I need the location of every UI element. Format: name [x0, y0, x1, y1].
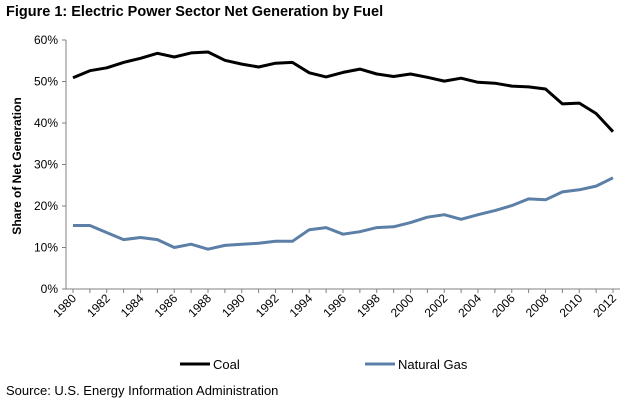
y-tick-label: 40% — [34, 116, 58, 130]
x-tick-label: 1982 — [84, 291, 113, 320]
legend-label-coal: Coal — [213, 357, 240, 372]
x-tick-label: 1994 — [287, 291, 316, 320]
source-note: Source: U.S. Energy Information Administ… — [6, 383, 279, 398]
y-tick-label: 60% — [34, 33, 58, 47]
x-tick-label: 2008 — [523, 291, 552, 320]
x-tick-label: 2002 — [422, 291, 451, 320]
x-tick-label: 2006 — [489, 291, 518, 320]
y-tick-label: 0% — [41, 282, 59, 296]
y-tick-label: 50% — [34, 75, 58, 89]
x-tick-labels: 1980 1982 1984 1986 1988 1990 1992 1994 1996 1998… — [50, 289, 619, 320]
series-line-natural-gas — [73, 176, 614, 251]
x-tick-label: 1986 — [152, 291, 181, 320]
y-tick-label: 10% — [34, 241, 58, 255]
x-tick-label: 1996 — [320, 291, 349, 320]
x-tick-label: 1988 — [185, 291, 214, 320]
legend-label-natural-gas: Natural Gas — [398, 357, 468, 372]
y-tick-labels: 0% 10% 20% 30% 40% 50% 60% — [34, 33, 66, 296]
x-tick-label: 1992 — [253, 291, 282, 320]
series-lines — [72, 50, 615, 251]
x-tick-label: 2004 — [455, 291, 484, 320]
y-axis-label: Share of Net Generation — [10, 97, 24, 234]
chart-title: Figure 1: Electric Power Sector Net Gene… — [6, 4, 384, 20]
x-tick-label: 2010 — [557, 291, 586, 320]
axes — [65, 40, 620, 290]
x-tick-label: 1990 — [219, 291, 248, 320]
y-tick-label: 20% — [34, 199, 58, 213]
x-tick-label: 1998 — [354, 291, 383, 320]
series-line-coal — [72, 50, 615, 133]
x-tick-label: 1984 — [118, 291, 147, 320]
legend: Coal Natural Gas — [180, 357, 468, 372]
x-tick-label: 2000 — [388, 291, 417, 320]
y-tick-label: 30% — [34, 158, 58, 172]
x-tick-label: 2012 — [590, 291, 619, 320]
